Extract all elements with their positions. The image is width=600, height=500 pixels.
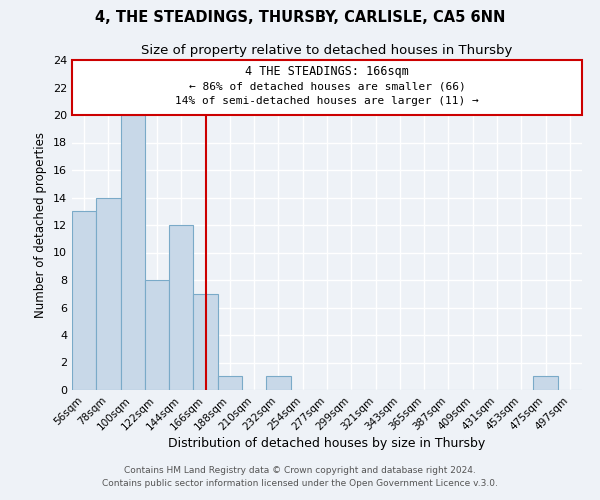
- Bar: [193, 294, 218, 390]
- Text: 4, THE STEADINGS, THURSBY, CARLISLE, CA5 6NN: 4, THE STEADINGS, THURSBY, CARLISLE, CA5…: [95, 10, 505, 25]
- Bar: [145, 280, 169, 390]
- Bar: [96, 198, 121, 390]
- FancyBboxPatch shape: [72, 60, 582, 115]
- Bar: [169, 225, 193, 390]
- Text: Contains HM Land Registry data © Crown copyright and database right 2024.
Contai: Contains HM Land Registry data © Crown c…: [102, 466, 498, 487]
- Bar: [266, 376, 290, 390]
- Text: 4 THE STEADINGS: 166sqm: 4 THE STEADINGS: 166sqm: [245, 64, 409, 78]
- X-axis label: Distribution of detached houses by size in Thursby: Distribution of detached houses by size …: [169, 438, 485, 450]
- Text: 14% of semi-detached houses are larger (11) →: 14% of semi-detached houses are larger (…: [175, 96, 479, 106]
- Y-axis label: Number of detached properties: Number of detached properties: [34, 132, 47, 318]
- Bar: [72, 211, 96, 390]
- Bar: [533, 376, 558, 390]
- Text: ← 86% of detached houses are smaller (66): ← 86% of detached houses are smaller (66…: [188, 81, 466, 91]
- Bar: [218, 376, 242, 390]
- Bar: [121, 115, 145, 390]
- Title: Size of property relative to detached houses in Thursby: Size of property relative to detached ho…: [142, 44, 512, 58]
